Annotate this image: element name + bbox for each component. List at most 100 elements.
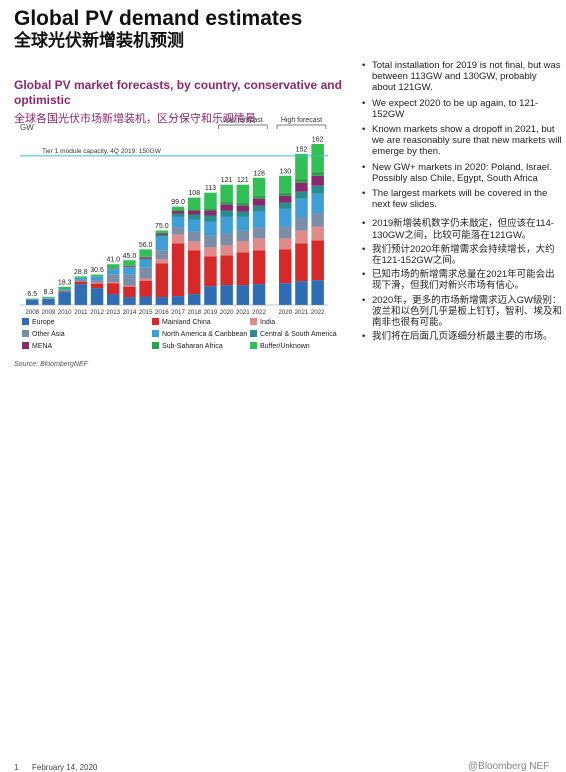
- bullet-item: 已知市场的新增需求总量在2021年可能会出现下滑，但我们对新兴市场有信心。: [362, 269, 562, 291]
- bar-segment: [279, 193, 292, 196]
- bar-segment: [204, 216, 217, 222]
- legend-label: MENA: [32, 343, 53, 350]
- bar-segment: [91, 284, 104, 288]
- bar-segment: [123, 286, 136, 287]
- bar-segment: [237, 285, 250, 305]
- bar-segment: [188, 294, 201, 305]
- bar-segment: [311, 186, 324, 194]
- bullet-item: 我们预计2020年新增需求会持续增长，大约在121-152GW之间。: [362, 244, 562, 266]
- bar-segment: [253, 178, 265, 196]
- bar-segment: [172, 210, 185, 211]
- bar-segment: [279, 283, 292, 305]
- legend-label: Other Asia: [32, 331, 65, 338]
- data-label: 6.5: [27, 291, 37, 298]
- bar-segment: [237, 206, 250, 212]
- bar-segment: [204, 221, 217, 235]
- data-label: 99.0: [171, 199, 185, 206]
- bar-segment: [91, 283, 104, 284]
- bar-segment: [172, 234, 185, 243]
- bar-segment: [139, 297, 152, 305]
- bar-segment: [42, 298, 55, 299]
- bar-segment: [91, 280, 104, 282]
- bar-segment: [279, 238, 292, 249]
- bar-segment: [253, 199, 265, 206]
- bar-segment: [295, 230, 308, 243]
- bullet-item: Known markets show a dropoff in 2021, bu…: [362, 124, 562, 158]
- x-tick-label: 2011: [74, 309, 88, 316]
- legend-label: Europe: [32, 319, 55, 326]
- forecast-group-label: Low forecast: [223, 117, 263, 124]
- bullet-item: The largest markets will be covered in t…: [362, 188, 562, 210]
- bar-segment: [204, 247, 217, 256]
- page-number: 1: [14, 763, 18, 772]
- bar-segment: [139, 281, 152, 297]
- bar-segment: [107, 274, 120, 282]
- bar-segment: [188, 198, 201, 210]
- legend-label: Buffer/Unknown: [260, 343, 310, 350]
- watermark: @Bloomberg NEF: [468, 761, 549, 772]
- data-label: 41.0: [106, 257, 120, 264]
- bar-segment: [156, 235, 169, 236]
- bar-segment: [220, 245, 233, 255]
- x-tick-label: 2012: [90, 309, 104, 316]
- bar-segment: [91, 275, 104, 277]
- x-tick-label: 2016: [155, 309, 169, 316]
- bar-segment: [75, 284, 88, 305]
- bar-segment: [237, 212, 250, 217]
- bar-segment: [188, 220, 201, 232]
- legend-swatch: [152, 342, 159, 349]
- bullet-item: Total installation for 2019 is not final…: [362, 60, 562, 94]
- x-tick-label: 2021: [295, 309, 309, 316]
- data-label: 121: [221, 177, 233, 184]
- bar-segment: [172, 214, 185, 217]
- x-tick-label: 2021: [236, 309, 250, 316]
- bar-segment: [139, 249, 152, 256]
- legend-label: North America & Caribbean: [162, 331, 247, 338]
- data-label: 162: [312, 136, 324, 143]
- bar-segment: [311, 214, 324, 227]
- bar-segment: [172, 243, 185, 296]
- bar-segment: [220, 285, 233, 305]
- bar-segment: [295, 281, 308, 305]
- bar-segment: [279, 209, 292, 227]
- bar-segment: [220, 233, 233, 245]
- bar-segment: [58, 289, 71, 290]
- bar-segment: [188, 241, 201, 250]
- bar-segment: [295, 218, 308, 231]
- data-label: 108: [188, 190, 200, 197]
- data-label: 75.0: [155, 223, 169, 230]
- bar-segment: [237, 217, 250, 231]
- x-tick-label: 2009: [42, 309, 56, 316]
- x-tick-label: 2019: [204, 309, 218, 316]
- bar-segment: [295, 154, 308, 179]
- bar-segment: [295, 179, 308, 183]
- x-tick-label: 2020: [220, 309, 234, 316]
- bar-segment: [172, 207, 185, 210]
- bar-segment: [139, 268, 152, 279]
- bar-segment: [42, 297, 55, 298]
- bar-segment: [220, 205, 233, 211]
- data-label: 56.0: [139, 242, 153, 249]
- bar-segment: [75, 278, 88, 280]
- legend-swatch: [250, 318, 257, 325]
- bar-segment: [253, 206, 265, 212]
- bar-segment: [253, 196, 265, 199]
- y-unit-label: GW: [20, 123, 34, 132]
- bar-segment: [204, 209, 217, 211]
- bar-segment: [139, 260, 152, 268]
- bar-segment: [172, 217, 185, 228]
- legend-swatch: [152, 318, 159, 325]
- forecast-group-label: High forecast: [281, 117, 322, 124]
- bar-segment: [139, 257, 152, 258]
- x-tick-label: 2014: [123, 309, 137, 316]
- bullet-item: New GW+ markets in 2020: Poland, Israel.…: [362, 162, 562, 184]
- bar-segment: [237, 241, 250, 252]
- data-label: 130: [279, 168, 291, 175]
- bar-segment: [139, 259, 152, 260]
- bar-segment: [188, 250, 201, 294]
- bar-segment: [295, 243, 308, 281]
- bar-segment: [156, 297, 169, 305]
- bar-segment: [237, 230, 250, 241]
- bar-segment: [237, 185, 250, 203]
